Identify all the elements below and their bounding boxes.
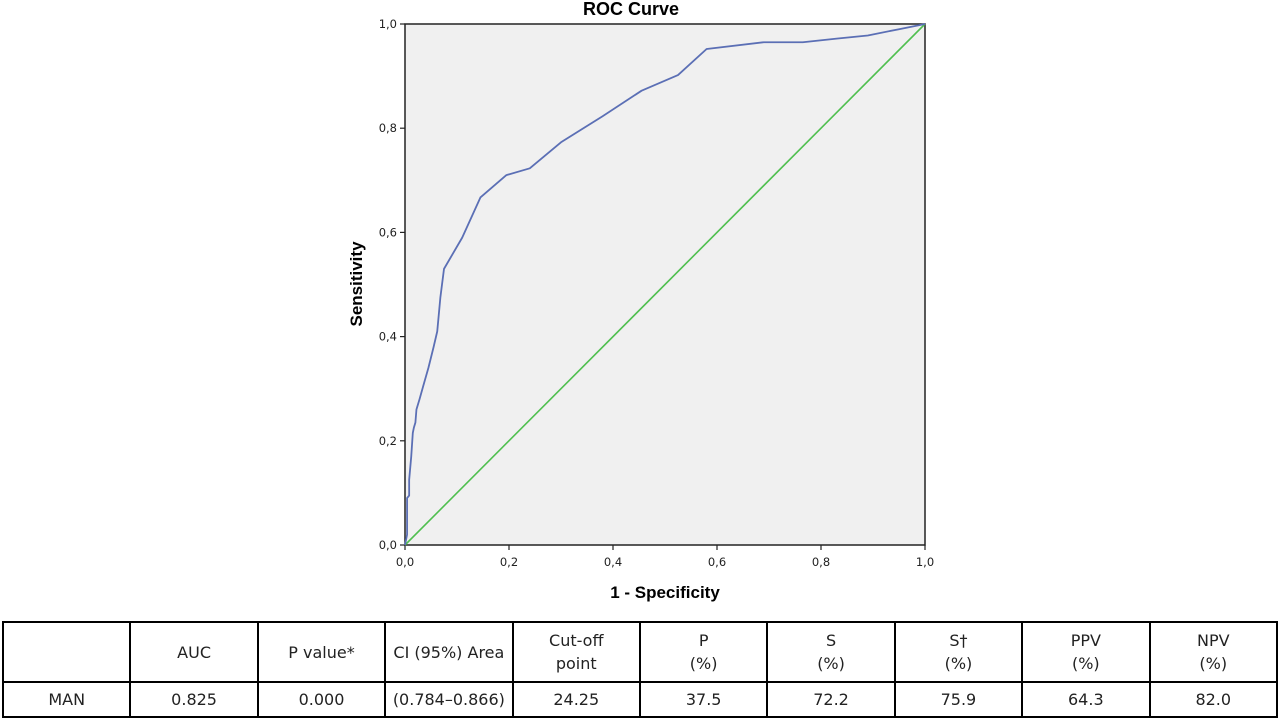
- y-axis-label: Sensitivity: [347, 241, 366, 327]
- table-header-cell: [1, 621, 132, 683]
- table-header-text: P: [698, 631, 709, 650]
- table-header-cell: S† (%): [893, 621, 1024, 683]
- reference-line: [404, 23, 926, 546]
- x-axis-label: 1 - Specificity: [610, 583, 720, 602]
- table-cell: 64.3: [1021, 681, 1151, 718]
- table-header-cell: S (%): [766, 621, 896, 683]
- table-header-text: AUC: [177, 642, 211, 662]
- table-header-text: S†: [949, 631, 968, 650]
- table-cell: 72.2: [766, 681, 896, 718]
- table-cell: 75.9: [893, 681, 1024, 718]
- table-cell: 0.000: [256, 681, 387, 718]
- table-header-cell: AUC: [129, 621, 259, 683]
- table-cell: 37.5: [638, 681, 769, 718]
- table-cell: 82.0: [1148, 681, 1279, 718]
- x-tick-label: 0,6: [708, 555, 726, 569]
- y-tick-label: 0,2: [379, 434, 397, 448]
- table-header-text: S: [825, 631, 837, 650]
- table-header-text: (%): [1199, 654, 1228, 673]
- table-header-text: (%): [689, 654, 718, 673]
- chart-title: ROC Curve: [583, 0, 679, 19]
- y-tick-label: 0,8: [379, 121, 397, 135]
- x-tick-label: 0,2: [500, 555, 518, 569]
- x-tick-label: 0,4: [604, 555, 622, 569]
- table-header-cell: Cut-off point: [511, 621, 641, 683]
- table-header-text: (%): [1071, 654, 1100, 673]
- x-tick-label: 0,8: [812, 555, 830, 569]
- table-header-cell: PPV (%): [1021, 621, 1151, 683]
- table-cell: 0.825: [129, 681, 259, 718]
- table-header-cell: P (%): [638, 621, 769, 683]
- y-tick-label: 0,4: [379, 330, 397, 344]
- table-cell: (0.784–0.866): [384, 681, 514, 718]
- results-table: AUC P value* CI (95%) Area Cut-off point P (%)…: [1, 621, 1279, 718]
- table-header-text: (%): [817, 654, 845, 673]
- table-header-text: point: [555, 654, 597, 673]
- x-tick-label: 0,0: [396, 555, 414, 569]
- table-cell: MAN: [1, 681, 132, 718]
- table-header-cell: P value*: [256, 621, 387, 683]
- table-cell: 24.25: [511, 681, 641, 718]
- table-row: MAN 0.825 0.000 (0.784–0.866) 24.25 37.5 72.2 7…: [1, 681, 1279, 718]
- table-header-row: AUC P value* CI (95%) Area Cut-off point P (%)…: [1, 621, 1279, 683]
- table-header-text: CI (95%) Area: [393, 642, 505, 662]
- table-header-cell: NPV (%): [1148, 621, 1279, 683]
- table-header-text: P value*: [288, 642, 355, 662]
- y-tick-label: 1,0: [379, 17, 397, 31]
- table-header-text: Cut-off: [549, 631, 604, 650]
- table-header-text: PPV: [1070, 631, 1101, 650]
- roc-curve-line: [404, 23, 926, 546]
- x-tick-label: 1,0: [916, 555, 934, 569]
- y-tick-label: 0,6: [379, 225, 397, 239]
- table-header-text: (%): [944, 654, 973, 673]
- table-header-cell: CI (95%) Area: [384, 621, 514, 683]
- roc-chart: 0,0 0,2 0,4 0,6 0,8 1,0 0,0 0,2 0,4 0,6 0,8 1,0 ROC…: [347, 0, 934, 602]
- y-tick-label: 0,0: [379, 538, 397, 552]
- table-header-text: NPV: [1196, 631, 1230, 650]
